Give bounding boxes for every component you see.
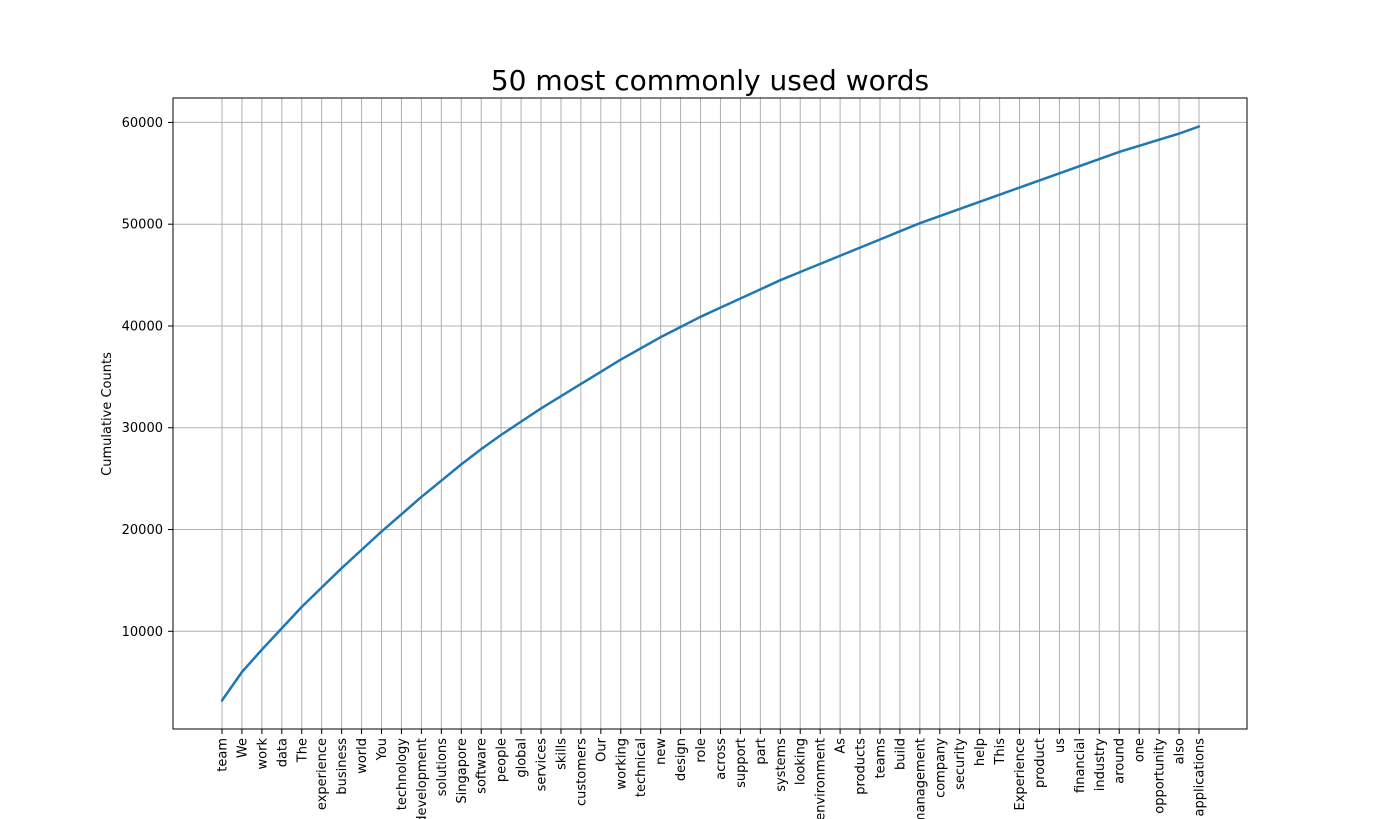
x-tick-label: support xyxy=(734,738,749,788)
y-axis-label: Cumulative Counts xyxy=(100,352,115,476)
plot-frame xyxy=(172,97,1248,730)
x-tick-label: teams xyxy=(873,738,888,779)
x-tick-label: build xyxy=(893,738,908,770)
x-tick-label: global xyxy=(515,738,530,778)
x-tick-label: Our xyxy=(594,737,609,761)
x-tick-label: applications xyxy=(1193,738,1208,817)
y-tick-label: 60000 xyxy=(122,116,163,131)
x-tick-label: part xyxy=(754,738,769,765)
x-tick-label: Singapore xyxy=(455,738,470,804)
x-tick-label: business xyxy=(335,738,350,795)
x-tick-label: team xyxy=(216,738,231,772)
x-tick-label: role xyxy=(694,738,709,763)
x-tick-label: products xyxy=(854,738,869,795)
x-tick-label: software xyxy=(475,738,490,794)
x-tick-label: You xyxy=(375,738,390,761)
x-tick-label: The xyxy=(295,738,310,763)
x-tick-label: systems xyxy=(774,738,789,792)
x-tick-label: one xyxy=(1133,738,1148,762)
y-tick-label: 20000 xyxy=(122,523,163,538)
x-tick-label: development xyxy=(415,738,430,819)
x-tick-label: This xyxy=(993,738,1008,766)
y-tick-label: 30000 xyxy=(122,421,163,436)
x-tick-label: industry xyxy=(1093,738,1108,792)
x-tick-label: environment xyxy=(814,738,829,819)
x-tick-label: technology xyxy=(395,738,410,810)
x-tick-label: help xyxy=(973,738,988,766)
x-tick-label: experience xyxy=(315,738,330,810)
chart-title: 50 most commonly used words xyxy=(491,64,929,97)
x-tick-label: skills xyxy=(554,738,569,770)
y-tick-label: 10000 xyxy=(122,625,163,640)
x-tick-label: product xyxy=(1033,738,1048,788)
x-tick-label: people xyxy=(495,738,510,782)
x-tick-label: customers xyxy=(574,738,589,806)
x-tick-label: data xyxy=(275,738,290,767)
x-tick-label: also xyxy=(1173,738,1188,764)
series-layer xyxy=(220,125,1201,702)
x-tick-label: looking xyxy=(794,738,809,785)
x-tick-label: As xyxy=(834,738,849,754)
x-tick-label: solutions xyxy=(435,738,450,796)
x-tick-label: opportunity xyxy=(1153,738,1168,814)
x-tick-label: working xyxy=(614,738,629,790)
x-tick-label: company xyxy=(933,738,948,798)
x-tick-label: us xyxy=(1053,738,1068,753)
grid-layer xyxy=(173,98,1247,729)
x-axis: team We work data The experience business world… xyxy=(216,729,1208,819)
x-tick-label: Experience xyxy=(1013,738,1028,811)
x-tick-label: work xyxy=(255,738,270,770)
y-tick-label: 50000 xyxy=(122,218,163,233)
x-tick-label: across xyxy=(714,738,729,780)
cumulative-counts-line xyxy=(220,125,1201,702)
x-tick-label: management xyxy=(913,738,928,819)
y-tick-label: 40000 xyxy=(122,319,163,334)
x-tick-label: We xyxy=(235,738,250,758)
y-axis: 10000 20000 30000 40000 50000 60000 xyxy=(122,116,173,640)
x-tick-label: services xyxy=(535,738,550,792)
x-tick-label: financial xyxy=(1073,738,1088,793)
x-tick-label: new xyxy=(654,738,669,765)
x-tick-label: world xyxy=(355,738,370,774)
x-tick-label: technical xyxy=(634,738,649,797)
x-tick-label: around xyxy=(1113,738,1128,784)
x-tick-label: security xyxy=(953,738,968,790)
x-tick-label: design xyxy=(674,738,689,781)
